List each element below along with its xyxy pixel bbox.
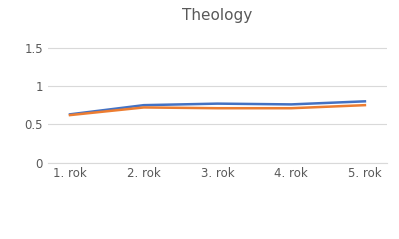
- pozostali absolwenci: [363, 100, 367, 103]
- doktoranci: [215, 107, 220, 110]
- doktoranci: [67, 114, 72, 117]
- Title: Theology: Theology: [182, 8, 253, 23]
- Line: pozostali absolwenci: pozostali absolwenci: [70, 101, 365, 114]
- pozostali absolwenci: [215, 102, 220, 105]
- pozostali absolwenci: [67, 113, 72, 116]
- Line: doktoranci: doktoranci: [70, 105, 365, 115]
- pozostali absolwenci: [141, 104, 146, 107]
- doktoranci: [289, 107, 294, 110]
- doktoranci: [141, 106, 146, 109]
- pozostali absolwenci: [289, 103, 294, 106]
- doktoranci: [363, 104, 367, 107]
